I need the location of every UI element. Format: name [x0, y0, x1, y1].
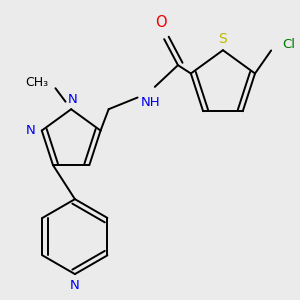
- Text: N: N: [68, 93, 78, 106]
- Text: O: O: [155, 15, 167, 30]
- Text: S: S: [219, 32, 227, 46]
- Text: N: N: [26, 124, 35, 137]
- Text: CH₃: CH₃: [26, 76, 49, 89]
- Text: N: N: [70, 279, 80, 292]
- Text: Cl: Cl: [282, 38, 295, 51]
- Text: NH: NH: [141, 96, 161, 109]
